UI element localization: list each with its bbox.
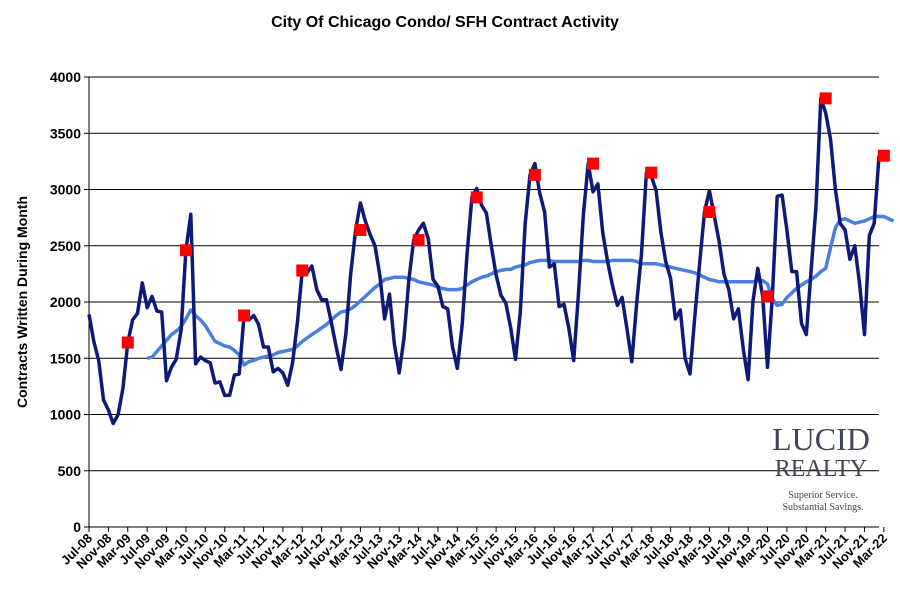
series-line-monthly: [87, 96, 881, 426]
march-marker: [412, 234, 425, 247]
logo-tagline-2: Substantial Savings.: [782, 502, 863, 513]
march-marker: [354, 224, 367, 236]
march-marker: [819, 92, 832, 105]
y-tick-label: 500: [58, 463, 82, 479]
march-marker: [470, 191, 483, 204]
march-marker: [703, 206, 716, 218]
y-tick-label: 3500: [50, 125, 81, 141]
march-marker: [761, 290, 774, 303]
march-marker: [121, 336, 134, 349]
y-tick-label: 1000: [50, 407, 81, 423]
logo-tagline-1: Superior Service.: [788, 490, 857, 501]
logo-line1: LUCID: [772, 421, 870, 457]
y-tick-label: 0: [73, 519, 81, 535]
lucid-realty-logo: LUCID REALTY Superior Service. Substanti…: [772, 421, 870, 513]
series-layer: [87, 92, 895, 426]
chart-title: City Of Chicago Condo/ SFH Contract Acti…: [271, 14, 619, 31]
y-tick-label: 2500: [50, 238, 81, 254]
y-tick-label: 4000: [50, 69, 81, 85]
logo-line2: REALTY: [775, 456, 867, 482]
y-axis-ticks: 0 500 1000 1500 2000 2500 3000 3500 4000: [50, 69, 89, 535]
gridlines: [89, 76, 879, 472]
y-axis-label: Contracts Written During Month: [14, 196, 30, 408]
march-marker: [645, 166, 658, 179]
march-marker: [179, 244, 192, 257]
x-axis-ticks: Jul-08Nov-08Mar-09Jul-09Nov-09Mar-10Jul-…: [58, 527, 890, 572]
y-tick-label: 2000: [50, 294, 81, 310]
y-tick-label: 3000: [50, 182, 81, 198]
march-marker: [296, 264, 309, 277]
y-tick-label: 1500: [50, 350, 81, 366]
march-marker: [528, 168, 541, 181]
axes: [88, 77, 879, 528]
march-marker: [587, 157, 600, 170]
march-marker: [877, 149, 890, 162]
march-marker: [238, 309, 251, 322]
